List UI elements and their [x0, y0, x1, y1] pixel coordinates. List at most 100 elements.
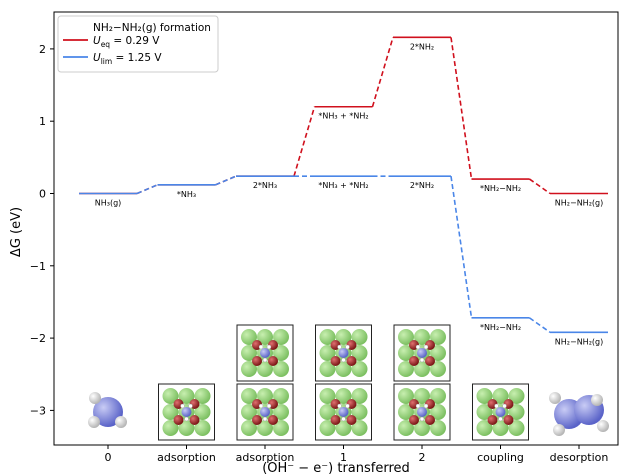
atom-sphere	[257, 329, 273, 345]
atom-sphere	[415, 344, 421, 350]
energy-connector	[215, 175, 237, 186]
atom-sphere	[194, 420, 211, 436]
atom-sphere	[503, 415, 514, 425]
x-tick-label: coupling	[477, 451, 524, 464]
plot-frame	[53, 11, 619, 446]
x-tick-label: adsorption	[157, 451, 216, 464]
atom-sphere	[180, 403, 185, 409]
atom-sphere	[258, 403, 264, 409]
legend-entry: Ueq = 0.29 V	[93, 35, 160, 49]
atom-sphere	[162, 420, 179, 436]
atom-sphere	[194, 388, 211, 404]
atom-sphere	[417, 348, 427, 358]
atom-sphere	[549, 392, 561, 404]
atom-sphere	[502, 403, 507, 409]
atom-sphere	[351, 361, 368, 377]
atom-sphere	[430, 404, 446, 420]
atom-sphere	[258, 344, 264, 350]
legend-title: NH₂−NH₂(g) formation	[93, 22, 211, 34]
atom-sphere	[351, 388, 368, 404]
atom-sphere	[260, 407, 270, 417]
atom-sphere	[241, 388, 257, 404]
state-label: 2*NH₂	[410, 42, 434, 51]
state-label: NH₂−NH₂(g)	[555, 199, 603, 208]
atom-sphere	[178, 388, 195, 404]
atom-sphere	[189, 415, 200, 425]
energy-connector	[450, 176, 473, 318]
atom-sphere	[319, 345, 336, 361]
atom-sphere	[257, 388, 273, 404]
atom-sphere	[188, 403, 193, 409]
structure-images	[88, 324, 609, 441]
atom-sphere	[398, 388, 414, 404]
x-axis-label: (OH⁻ − e⁻) transferred	[262, 461, 410, 474]
atom-sphere	[398, 329, 414, 345]
atom-sphere	[430, 361, 446, 377]
atom-sphere	[398, 404, 414, 420]
atom-sphere	[273, 388, 289, 404]
energy-connector	[371, 37, 394, 107]
x-tick-label: 0	[105, 451, 112, 464]
energy-profile-lines	[79, 36, 608, 334]
atom-sphere	[273, 345, 289, 361]
atom-sphere	[335, 329, 352, 345]
atom-sphere	[351, 420, 368, 436]
atom-sphere	[268, 356, 278, 366]
atom-sphere	[252, 356, 262, 366]
atom-sphere	[597, 420, 609, 432]
atom-sphere	[194, 404, 211, 420]
atom-sphere	[398, 345, 414, 361]
atom-sphere	[184, 416, 189, 422]
x-tick-label: 1	[340, 451, 347, 464]
atom-sphere	[476, 404, 493, 420]
atom-sphere	[430, 388, 446, 404]
atom-sphere	[319, 329, 336, 345]
atom-sphere	[266, 403, 272, 409]
atom-sphere	[591, 394, 603, 406]
y-tick-label: −3	[30, 404, 46, 417]
atom-sphere	[425, 415, 435, 425]
atom-sphere	[415, 403, 421, 409]
atom-sphere	[93, 397, 123, 427]
y-tick-label: 1	[39, 115, 46, 128]
atom-sphere	[409, 415, 419, 425]
state-label: *NH₂−NH₂	[480, 323, 521, 332]
atom-sphere	[262, 416, 268, 422]
atom-sphere	[173, 415, 184, 425]
atom-sphere	[241, 420, 257, 436]
y-axis-label: ΔG (eV)	[9, 207, 24, 257]
atom-sphere	[498, 416, 503, 422]
atom-sphere	[476, 420, 493, 436]
atom-sphere	[423, 344, 429, 350]
atom-sphere	[430, 420, 446, 436]
x-axis-ticks: 0 adsorption adsorption 1 2 coupling desorptio…	[105, 445, 609, 464]
x-tick-label: adsorption	[236, 451, 295, 464]
atom-sphere	[162, 404, 179, 420]
atom-sphere	[178, 420, 195, 436]
atom-sphere	[319, 361, 336, 377]
state-label: NH₃(g)	[95, 199, 122, 208]
x-tick-label: 2	[419, 451, 426, 464]
energy-connector	[136, 184, 158, 195]
atom-sphere	[319, 388, 336, 404]
y-tick-label: −1	[30, 260, 46, 273]
atom-sphere	[414, 388, 430, 404]
atom-sphere	[241, 361, 257, 377]
atom-sphere	[409, 356, 419, 366]
state-labels: NH₃(g) *NH₃ 2*NH₃ *NH₃ + *NH₂ 2*NH₂ *NH₂−NH₂ N…	[95, 42, 603, 346]
atom-sphere	[335, 420, 352, 436]
atom-sphere	[414, 329, 430, 345]
x-tick-label: desorption	[550, 451, 609, 464]
atom-sphere	[414, 361, 430, 377]
atom-sphere	[162, 388, 179, 404]
atom-sphere	[425, 356, 435, 366]
atom-sphere	[335, 361, 352, 377]
atom-sphere	[430, 345, 446, 361]
atom-sphere	[252, 415, 262, 425]
atom-sphere	[260, 348, 270, 358]
atom-sphere	[430, 329, 446, 345]
atom-sphere	[492, 420, 509, 436]
atom-sphere	[89, 392, 101, 404]
state-label: 2*NH₃	[253, 181, 277, 190]
